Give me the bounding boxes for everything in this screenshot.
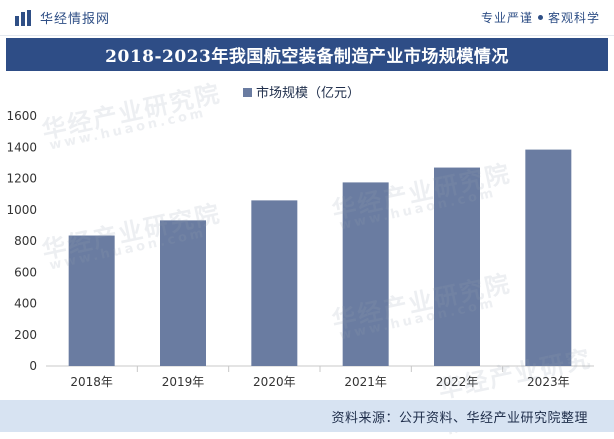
bar [434,167,480,366]
y-tick-label: 600 [14,265,37,279]
dot-separator-icon [537,15,543,20]
legend-swatch [243,88,252,97]
y-tick-label: 0 [29,359,37,373]
bar [525,149,572,366]
bar [251,200,298,366]
y-tick-label: 1000 [6,203,37,217]
bar [342,182,389,366]
bar-logo-icon [15,9,31,26]
x-tick-label: 2019年 [162,375,205,389]
x-tick-label: 2020年 [253,375,296,389]
y-tick-label: 1400 [6,140,37,154]
source-note: 资料来源：公开资料、华经产业研究院整理 [331,410,588,426]
bar-chart: 市场规模（亿元） 0 200 400 600 800 1000 1200 1400 1600 201… [6,85,594,389]
y-tick-label: 1200 [6,172,37,186]
y-tick-label: 800 [14,234,37,248]
chart-title: 2018-2023年我国航空装备制造产业市场规模情况 [105,47,509,67]
x-tick-label: 2021年 [344,375,387,389]
title-bar: 2018-2023年我国航空装备制造产业市场规模情况 [6,38,608,71]
y-tick-label: 400 [14,297,37,311]
slogan-right: 客观科学 [547,11,600,25]
x-tick-label: 2018年 [70,375,113,389]
y-tick-label: 200 [14,328,37,342]
slogan: 专业严谨 客观科学 [481,9,600,26]
brand[interactable]: 华经情报网 [14,8,110,27]
top-header: 华经情报网 专业严谨 客观科学 [0,0,614,36]
y-tick-label: 1600 [6,109,37,123]
x-tick-label: 2023年 [527,375,570,389]
footer: 资料来源：公开资料、华经产业研究院整理 [0,400,614,432]
x-tick-label: 2022年 [436,375,479,389]
bar [68,235,115,366]
bar [160,220,206,366]
brand-name: 华经情报网 [40,12,111,27]
legend-label: 市场规模（亿元） [256,85,360,101]
slogan-left: 专业严谨 [480,11,533,25]
